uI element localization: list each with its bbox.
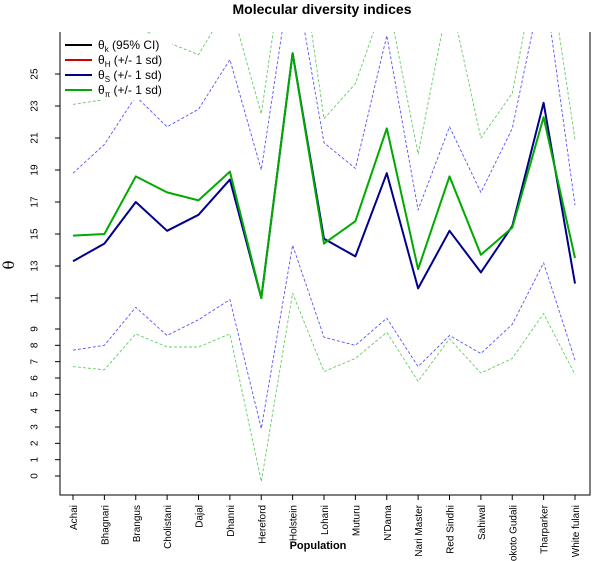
x-tick-label: Hereford <box>257 505 268 544</box>
y-tick-label: 13 <box>30 260 41 272</box>
y-tick-label: 17 <box>30 196 41 208</box>
y-tick-label: 5 <box>30 391 41 397</box>
x-tick-label: Muturu <box>351 505 362 536</box>
x-axis: Achai Bhagnari Brangus Cholistani Dajal Dhann… <box>69 495 582 561</box>
x-tick-label: Red Sindhi <box>446 505 457 554</box>
x-tick-label: Dajal <box>195 505 206 528</box>
x-tick-label: Tharparker <box>540 504 551 554</box>
x-tick-label: White fulani <box>571 505 582 557</box>
x-tick-label: N'Dama <box>383 505 394 541</box>
series-line <box>72 32 576 211</box>
legend-label: θπ (+/- 1 sd) <box>98 83 162 99</box>
series-line <box>72 244 576 430</box>
y-tick-label: 0 <box>30 473 41 479</box>
x-tick-label: Achai <box>69 505 80 530</box>
x-tick-label: Sahiwal <box>477 505 488 540</box>
y-tick-label: 11 <box>30 292 41 303</box>
legend-label: θS (+/- 1 sd) <box>98 68 162 84</box>
x-tick-label: Sokoto Gudali <box>508 505 519 561</box>
y-tick-label: 9 <box>30 326 41 332</box>
y-tick-label: 1 <box>30 456 41 462</box>
y-tick-label: 23 <box>30 100 41 112</box>
y-tick-label: 19 <box>30 164 41 176</box>
x-tick-label: Dhanni <box>226 505 237 537</box>
y-tick-label: 3 <box>30 424 41 430</box>
plot-frame <box>59 32 591 496</box>
legend: θk (95% CI)θH (+/- 1 sd)θS (+/- 1 sd)θπ … <box>60 34 172 100</box>
y-tick-label: 8 <box>30 342 41 348</box>
legend-label: θH (+/- 1 sd) <box>98 53 162 69</box>
y-tick-label: 15 <box>30 228 41 240</box>
chart-title: Molecular diversity indices <box>233 1 412 17</box>
x-tick-label: Bhagnari <box>100 505 111 545</box>
y-tick-label: 4 <box>30 407 41 413</box>
series-line <box>72 292 576 483</box>
y-tick-label: 25 <box>30 68 41 80</box>
y-tick-label: 2 <box>30 440 41 446</box>
y-axis-label: θ <box>0 260 18 269</box>
y-tick-label: 6 <box>30 375 41 381</box>
y-tick-label: 7 <box>30 358 41 364</box>
x-tick-label: Lohani <box>320 505 331 535</box>
x-tick-label: Holstein <box>289 505 300 541</box>
x-tick-label: Nari Master <box>414 504 425 556</box>
x-tick-label: Brangus <box>132 505 143 542</box>
x-tick-label: Cholistani <box>163 505 174 549</box>
series-line <box>72 52 576 299</box>
y-tick-label: 21 <box>30 132 41 144</box>
legend-label: θk (95% CI) <box>98 38 159 54</box>
x-axis-label: Population <box>290 540 347 552</box>
